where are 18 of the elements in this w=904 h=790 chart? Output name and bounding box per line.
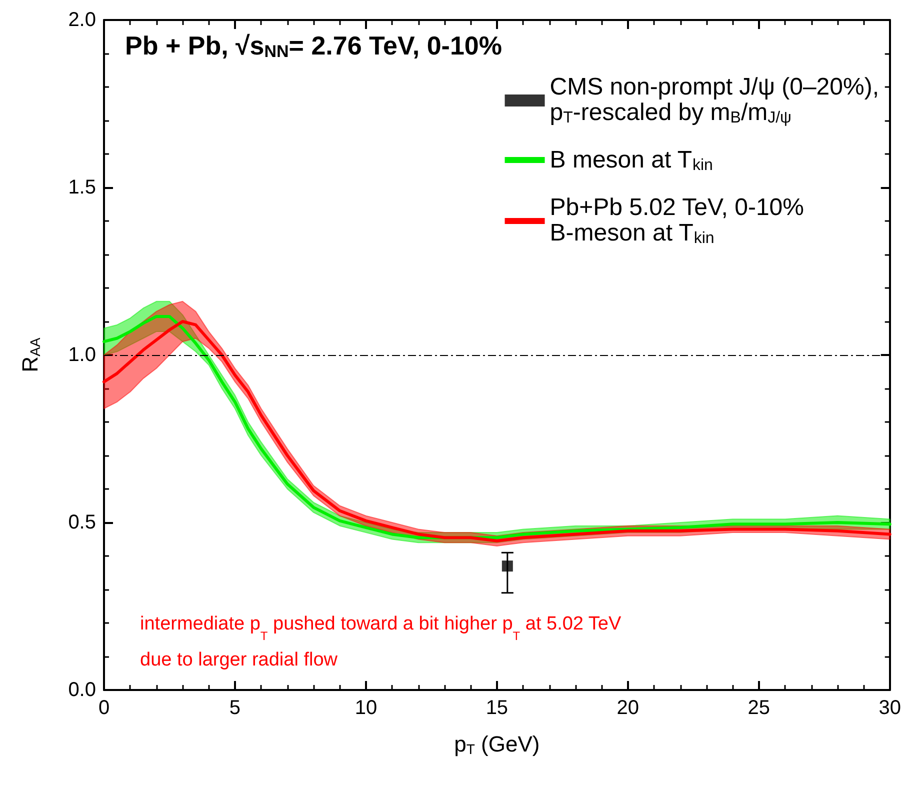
chart-title: Pb + Pb, √sNN= 2.76 TeV, 0-10% [125,30,502,61]
x-tick-label: 15 [486,697,508,719]
x-tick-label: 5 [229,697,241,719]
y-axis-title: RAA [18,337,43,372]
x-axis-title: pT (GeV) [454,732,540,757]
legend-label: Pb+Pb 5.02 TeV, 0-10% B-meson at Tkin [550,194,804,247]
y-tick-label: 0.5 [68,512,96,534]
x-tick-label: 0 [98,697,110,719]
y-tick-label: 1.5 [68,176,96,198]
x-tick-label: 30 [878,697,901,719]
y-tick-label: 2.0 [68,9,96,31]
legend-label: B meson at Tkin [550,146,713,174]
x-tick-label: 10 [354,697,378,719]
legend-label: CMS non-prompt J/ψ (0–20%), pT-rescaled by mB/mJ/ψ [550,74,880,126]
y-tick-label: 1.0 [68,344,96,366]
y-tick-label: 0.0 [68,679,96,701]
x-tick-label: 20 [616,697,640,719]
x-tick-label: 25 [748,697,770,719]
